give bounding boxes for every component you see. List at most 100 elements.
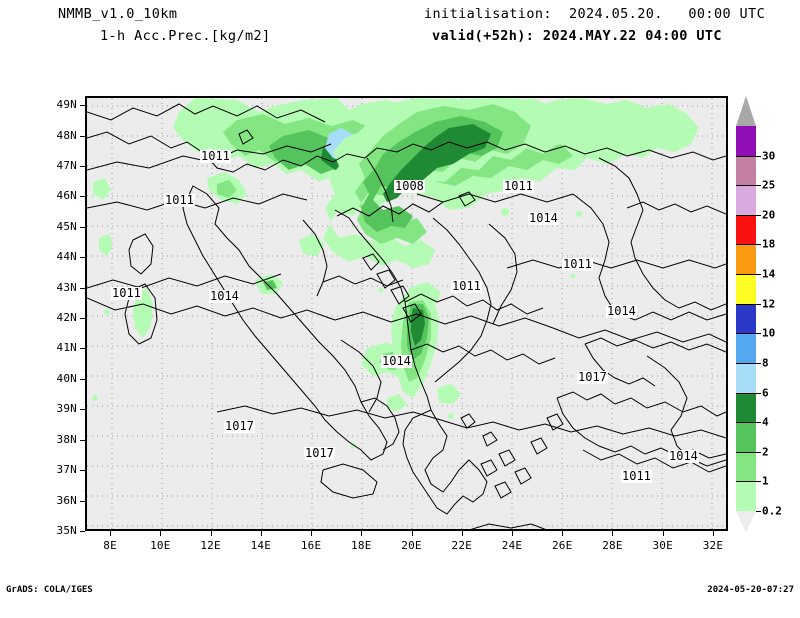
colorbar-band[interactable] xyxy=(736,362,756,393)
longitude-tick-mark xyxy=(562,531,564,536)
longitude-tick-mark xyxy=(311,531,313,536)
latitude-tick-label: 39N xyxy=(56,402,77,416)
longitude-tick-mark xyxy=(662,531,664,536)
latitude-tick-label: 45N xyxy=(56,219,77,233)
latitude-tick-label: 36N xyxy=(56,493,77,507)
colorbar-tick-mark xyxy=(756,155,761,157)
longitude-tick-label: 18E xyxy=(351,539,372,552)
precipitation-map[interactable]: 1011 1011 1008 1011 1014 1011 1011 1011 1014 1014… xyxy=(85,96,728,531)
longitude-tick-label: 14E xyxy=(250,539,272,552)
longitude-tick-label: 12E xyxy=(200,539,221,552)
precip-shading-corsica xyxy=(93,178,153,338)
colorbar-band[interactable] xyxy=(736,244,756,275)
isobar-label: 1011 xyxy=(451,279,482,293)
colorbar-band[interactable] xyxy=(736,422,756,452)
isobar-label: 1011 xyxy=(200,149,231,163)
latitude-tick-label: 47N xyxy=(56,158,77,172)
latitude-tick-label: 49N xyxy=(56,98,77,112)
latitude-tick-mark xyxy=(80,409,85,411)
latitude-tick-mark xyxy=(80,165,85,167)
longitude-tick-label: 30E xyxy=(652,539,673,552)
isobar-label: 1014 xyxy=(606,304,637,318)
longitude-tick-label: 24E xyxy=(501,539,523,552)
colorbar-tick-label: 1 xyxy=(762,474,769,488)
longitude-tick-mark xyxy=(511,531,513,536)
isobar-label: 1017 xyxy=(304,446,335,460)
colorbar-tick-label: 12 xyxy=(762,297,776,311)
latitude-tick-label: 41N xyxy=(56,341,77,355)
latitude-tick-mark xyxy=(80,500,85,502)
isobar-label: 1011 xyxy=(562,257,593,271)
latitude-tick-label: 42N xyxy=(56,311,77,325)
latitude-tick-label: 35N xyxy=(56,524,77,537)
longitude-tick-label: 10E xyxy=(150,539,171,552)
colorbar-tick-mark xyxy=(756,274,761,276)
isobars xyxy=(87,143,726,473)
latitude-tick-mark xyxy=(80,226,85,228)
colorbar-band[interactable] xyxy=(736,481,756,511)
latitude-tick-mark xyxy=(80,531,85,532)
precip-shading-albania xyxy=(391,290,439,398)
valid-time: valid(+52h): 2024.MAY.22 04:00 UTC xyxy=(432,28,722,44)
colorbar-tick-label: 18 xyxy=(762,237,776,251)
colorbar-band[interactable] xyxy=(736,274,756,304)
colorbar-tick-mark xyxy=(756,303,761,305)
longitude-tick-mark xyxy=(411,531,413,536)
isobar-label: 1011 xyxy=(111,286,142,300)
longitude-tick-mark xyxy=(612,531,614,536)
model-title: NMMB_v1.0_10km xyxy=(58,6,178,22)
colorbar-tick-label: 20 xyxy=(762,208,776,222)
colorbar-tick-label: 14 xyxy=(762,267,776,281)
latitude-tick-mark xyxy=(80,348,85,350)
colorbar-band[interactable] xyxy=(736,126,756,156)
colorbar-tick-mark xyxy=(756,185,761,187)
longitude-tick-mark xyxy=(210,531,212,536)
longitude-tick-label: 20E xyxy=(401,539,422,552)
latitude-tick-mark xyxy=(80,318,85,320)
longitude-tick-label: 16E xyxy=(300,539,322,552)
colorbar-tick-label: 10 xyxy=(762,326,776,340)
colorbar-tick-mark xyxy=(756,392,761,394)
isobar-label: 1011 xyxy=(164,193,195,207)
colorbar-band[interactable] xyxy=(736,303,756,334)
isobar-label: 1011 xyxy=(503,179,534,193)
colorbar-tick-mark xyxy=(756,451,761,453)
colorbar-tick-mark xyxy=(756,244,761,246)
colorbar-tick-mark xyxy=(756,511,761,512)
colorbar-tick-label: 4 xyxy=(762,415,769,429)
colorbar-band[interactable] xyxy=(736,214,756,245)
latitude-tick-label: 44N xyxy=(56,250,77,264)
longitude-tick-mark xyxy=(712,531,714,536)
latitude-tick-label: 40N xyxy=(56,371,77,385)
colorbar-band[interactable] xyxy=(736,185,756,215)
longitude-tick-mark xyxy=(260,531,262,536)
latitude-tick-label: 37N xyxy=(56,463,77,477)
colorbar-band[interactable] xyxy=(736,392,756,423)
latitude-tick-mark xyxy=(80,196,85,198)
colorbar-band[interactable] xyxy=(736,155,756,186)
isobar-label: 1017 xyxy=(577,370,608,384)
longitude-tick-mark xyxy=(461,531,463,536)
colorbar-tick-label: 2 xyxy=(762,445,769,459)
latitude-tick-mark xyxy=(80,135,85,137)
latitude-tick-mark xyxy=(80,439,85,441)
colorbar-under-cap xyxy=(736,511,756,533)
colorbar-band[interactable] xyxy=(736,333,756,363)
field-title: 1-h Acc.Prec.[kg/m2] xyxy=(100,28,271,44)
latitude-tick-mark xyxy=(80,470,85,472)
longitude-tick-label: 22E xyxy=(451,539,472,552)
colorbar-tick-label: 25 xyxy=(762,178,776,192)
colorbar-tick-label: 30 xyxy=(762,149,776,163)
colorbar-tick-label: 6 xyxy=(762,386,769,400)
longitude-tick-mark xyxy=(160,531,162,536)
colorbar-band[interactable] xyxy=(736,451,756,482)
precip-shading-alps xyxy=(207,172,247,204)
longitude-tick-label: 32E xyxy=(702,539,724,552)
coastlines-borders xyxy=(87,103,726,529)
credit-text: GrADS: COLA/IGES xyxy=(6,585,93,595)
latitude-tick-mark xyxy=(80,378,85,380)
latitude-tick-label: 43N xyxy=(56,280,77,294)
longitude-tick-mark xyxy=(110,531,112,536)
timestamp-text: 2024-05-20-07:27 xyxy=(707,585,794,595)
colorbar[interactable] xyxy=(736,96,756,511)
